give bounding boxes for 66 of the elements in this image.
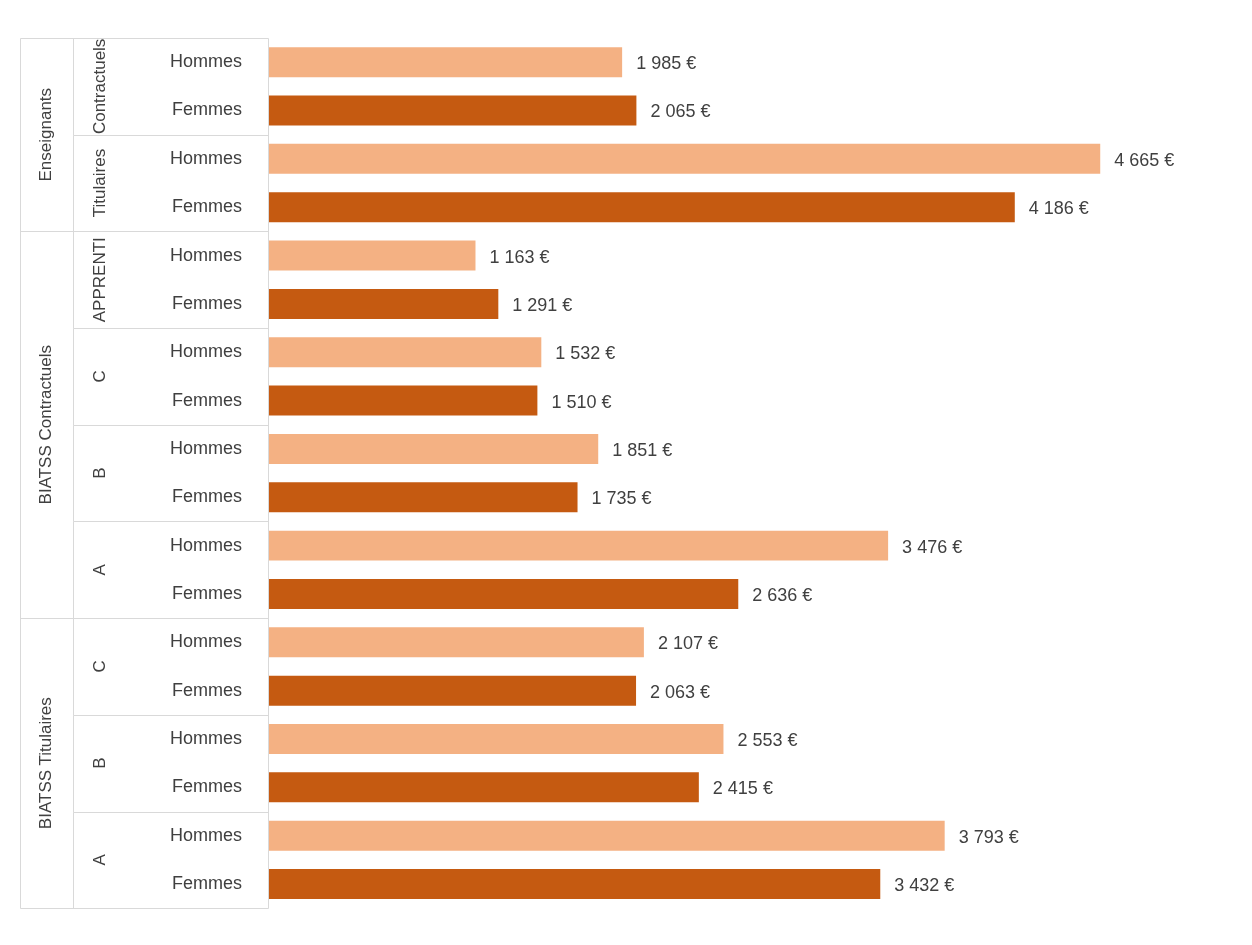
data-label: 2 065 € (650, 101, 711, 122)
text: Contractuels (90, 38, 110, 135)
bar (268, 627, 644, 658)
y-tick-label: Hommes (169, 824, 243, 845)
data-label: 3 793 € (958, 826, 1019, 847)
y-tick-label: Femmes (171, 873, 243, 893)
data-label: 1 291 € (512, 294, 573, 315)
bar (268, 675, 637, 706)
text: Titulaires (90, 148, 110, 218)
text: B (90, 757, 110, 769)
bar (268, 337, 542, 368)
data-label: 2 415 € (712, 778, 773, 799)
y-tick-label: Hommes (169, 341, 243, 362)
bar (268, 288, 499, 319)
y-tick-label: Femmes (171, 776, 243, 797)
y-tick-label: Hommes (169, 244, 243, 265)
text: Enseignants (36, 87, 56, 182)
data-label: 3 432 € (894, 875, 955, 895)
y-tick-label: Femmes (171, 99, 243, 120)
y-tick-label: Hommes (169, 534, 243, 555)
data-label: 1 532 € (555, 343, 616, 364)
y-tick-label: Femmes (171, 486, 243, 507)
bar (268, 95, 637, 126)
data-label: 2 063 € (650, 681, 711, 702)
bar (268, 240, 476, 271)
text: C (90, 370, 110, 383)
y-tick-label: Femmes (171, 389, 243, 410)
y-tick-label: Femmes (171, 582, 243, 603)
text: B (90, 467, 110, 479)
data-label: 2 553 € (737, 729, 798, 750)
text: A (90, 563, 110, 576)
bar (268, 482, 578, 513)
y-tick-label: Hommes (169, 727, 243, 748)
bar (268, 578, 739, 609)
data-label: 4 665 € (1114, 149, 1175, 170)
data-label: 2 107 € (657, 633, 718, 654)
bar (268, 869, 881, 900)
data-label: 1 985 € (636, 53, 697, 74)
y-tick-label: Hommes (169, 631, 243, 652)
text: BIATSS Titulaires (36, 697, 56, 830)
text: A (90, 853, 110, 866)
bar (268, 385, 538, 416)
y-tick-label: Hommes (169, 437, 243, 458)
bar (268, 772, 699, 803)
data-label: 1 735 € (591, 488, 652, 509)
data-label: 3 476 € (902, 536, 963, 557)
text: BIATSS Contractuels (36, 345, 56, 505)
bar (268, 820, 945, 851)
y-tick-label: Hommes (169, 147, 243, 168)
y-tick-label: Femmes (171, 196, 243, 217)
bar (268, 47, 623, 78)
data-label: 2 636 € (752, 584, 813, 605)
bar (268, 530, 889, 561)
bar (268, 724, 724, 754)
text: APPRENTI (90, 237, 110, 323)
bar (268, 433, 599, 464)
data-label: 1 851 € (612, 439, 673, 460)
data-label: 4 186 € (1028, 198, 1089, 219)
text: C (90, 660, 110, 673)
bar (268, 192, 1015, 223)
y-tick-label: Femmes (171, 679, 243, 700)
data-label: 1 163 € (489, 246, 550, 267)
data-label: 1 510 € (551, 391, 612, 412)
y-tick-label: Hommes (169, 51, 243, 72)
bar (268, 143, 1101, 174)
y-tick-label: Femmes (171, 292, 243, 313)
